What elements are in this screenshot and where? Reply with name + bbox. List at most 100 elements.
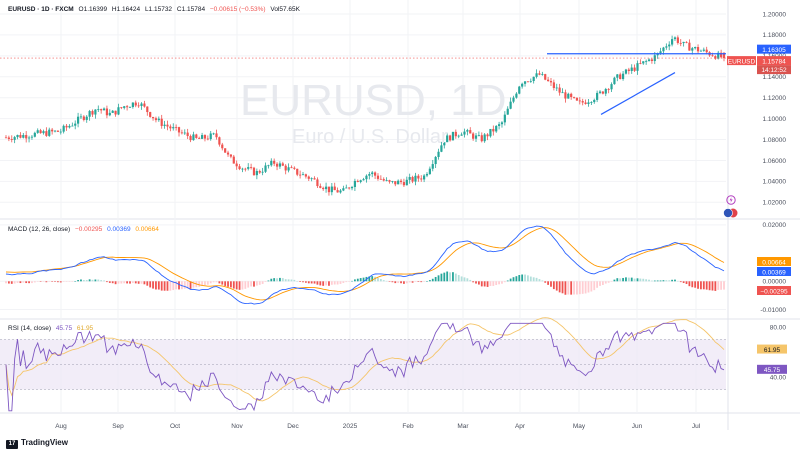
macd-histogram-bar	[336, 281, 339, 285]
macd-histogram-bar	[255, 281, 258, 286]
candle-body	[258, 171, 261, 173]
candle-body	[500, 122, 504, 125]
candle-body	[668, 44, 671, 47]
macd-histogram-bar	[382, 280, 385, 282]
candle-body	[13, 137, 16, 140]
candle-body	[111, 110, 114, 113]
candle-body	[454, 131, 457, 137]
candle-body	[172, 127, 175, 129]
candle-body	[157, 118, 160, 121]
candle-body	[143, 103, 146, 107]
macd-histogram-bar	[616, 278, 619, 282]
macd-histogram-bar	[51, 281, 54, 282]
candle-body	[538, 73, 541, 75]
macd-histogram-bar	[529, 276, 532, 282]
candle-body	[120, 107, 123, 109]
macd-histogram-bar	[74, 281, 77, 282]
macd-histogram-bar	[209, 281, 212, 284]
candle-body	[134, 102, 137, 106]
candle-body	[327, 186, 331, 193]
macd-histogram-bar	[708, 281, 711, 291]
rsi-value-label-box	[757, 364, 787, 374]
macd-histogram-bar	[172, 281, 175, 291]
candle-body	[19, 134, 22, 138]
candle-body	[39, 130, 42, 134]
macd-histogram-bar	[302, 281, 304, 283]
macd-histogram-bar	[521, 274, 524, 282]
candle-body	[503, 114, 506, 123]
candle-body	[189, 136, 192, 141]
price-label-text: 1.16305	[762, 47, 786, 54]
macd-histogram-bar	[270, 278, 273, 282]
macd-histogram-bar	[651, 280, 653, 282]
macd-histogram-bar	[129, 281, 131, 284]
rsi-legend-rsi: 45.75	[55, 325, 73, 332]
macd-histogram-bar	[163, 281, 166, 291]
macd-histogram-bar	[593, 281, 596, 291]
candle-body	[489, 128, 492, 137]
macd-histogram-bar	[515, 276, 518, 282]
price-tick-label: 1.02000	[763, 200, 787, 207]
candle-body	[333, 186, 336, 191]
tradingview-logo[interactable]: 17 TradingView	[6, 438, 68, 449]
header: EURUSD · 1D · FXCM O1.16399 H1.16424 L1.…	[8, 6, 303, 13]
candle-body	[117, 107, 120, 115]
candle-body	[446, 135, 449, 143]
candle-body	[313, 178, 316, 180]
rsi-value-label: 45.75	[764, 367, 781, 374]
candle-body	[200, 135, 204, 139]
countdown-text: 14:12:52	[761, 67, 787, 74]
candle-body	[244, 168, 247, 170]
candle-body	[53, 130, 57, 132]
macd-histogram-bar	[552, 281, 555, 290]
lightning-glyph	[729, 197, 733, 203]
candle-body	[575, 97, 579, 101]
macd-histogram-bar	[578, 281, 581, 295]
candle-body	[463, 131, 466, 135]
candle-body	[177, 127, 181, 133]
candle-body	[451, 131, 455, 141]
macd-histogram-bar	[659, 280, 662, 282]
candle-body	[521, 83, 524, 87]
macd-histogram-bar	[717, 281, 720, 290]
macd-histogram-bar	[351, 280, 353, 282]
price-tick-label: 1.10000	[763, 116, 787, 123]
price-tick-label: 1.06000	[763, 158, 787, 165]
macd-histogram-bar	[155, 281, 157, 290]
macd-histogram-bar	[39, 281, 42, 282]
macd-histogram-bar	[457, 275, 460, 282]
macd-histogram-bar	[581, 281, 584, 294]
candle-body	[56, 130, 60, 132]
candle-body	[428, 168, 431, 174]
candle-body	[486, 134, 489, 137]
macd-histogram-bar	[25, 281, 28, 284]
macd-histogram-bar	[368, 276, 371, 282]
candle-body	[198, 137, 201, 139]
candle-body	[624, 69, 628, 74]
candle-body	[284, 165, 287, 171]
macd-histogram-bar	[489, 281, 492, 287]
macd-histogram-bar	[267, 280, 270, 282]
macd-histogram-bar	[330, 281, 333, 285]
candle-body	[578, 100, 581, 102]
macd-histogram-bar	[656, 280, 659, 282]
x-tick-label: Sep	[112, 423, 124, 430]
candle-body	[682, 41, 685, 44]
macd-histogram-bar	[290, 279, 293, 282]
candle-body	[544, 74, 547, 80]
macd-histogram-bar	[258, 281, 261, 285]
candle-body	[642, 61, 645, 64]
candle-body	[535, 73, 538, 77]
candle-body	[241, 168, 244, 170]
macd-histogram-bar	[388, 281, 391, 282]
macd-histogram-bar	[426, 281, 428, 282]
candle-body	[699, 50, 703, 52]
candles	[4, 35, 726, 196]
candle-body	[65, 125, 68, 128]
candle-body	[411, 177, 414, 182]
candle-body	[102, 108, 106, 111]
macd-histogram-bar	[152, 281, 154, 289]
candle-body	[460, 134, 463, 136]
macd-histogram-bar	[645, 279, 648, 282]
candle-body	[51, 129, 54, 132]
